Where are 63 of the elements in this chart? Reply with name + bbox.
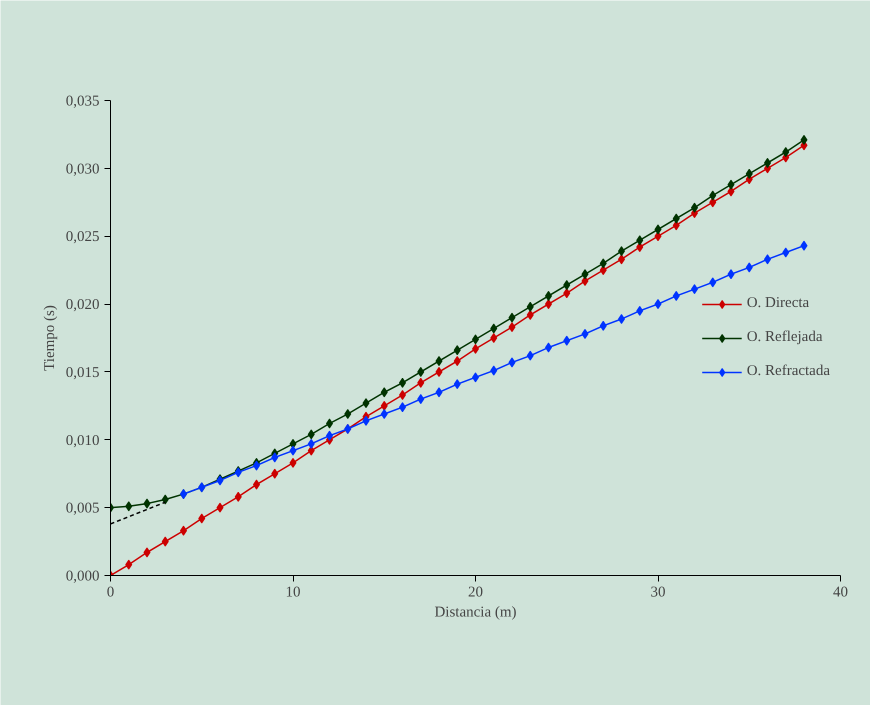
point <box>380 387 388 398</box>
y-tick-label: 0,020 <box>66 297 100 314</box>
point <box>344 409 352 419</box>
point <box>636 235 644 246</box>
point <box>526 350 534 361</box>
x-axis-title: Distancia (m) <box>434 604 517 620</box>
point <box>490 333 498 343</box>
x-tick-label: 0 <box>106 584 114 600</box>
point <box>600 258 607 268</box>
point <box>326 418 333 428</box>
x-tick-label: 20 <box>468 584 483 600</box>
legend-label: O. Reflejada <box>746 329 823 346</box>
x-tick-label: 10 <box>286 584 300 600</box>
point <box>234 492 242 502</box>
y-tick-label: 0,015 <box>66 364 100 381</box>
point <box>271 468 278 479</box>
y-tick-label: 0,005 <box>66 500 100 517</box>
point <box>380 400 388 411</box>
point <box>746 262 753 272</box>
point <box>399 390 406 400</box>
point <box>600 320 607 331</box>
point <box>417 378 424 388</box>
y-tick-label: 0,030 <box>66 161 100 178</box>
point <box>308 429 315 440</box>
point <box>545 342 552 352</box>
point <box>672 214 680 224</box>
point <box>563 288 570 298</box>
y-tick-label: 0,000 <box>66 568 100 584</box>
point <box>782 147 790 158</box>
point <box>125 501 132 512</box>
point <box>563 336 570 346</box>
point <box>618 314 625 324</box>
point <box>380 409 388 419</box>
point <box>490 324 498 334</box>
y-axis-title: Tiempo (s) <box>42 305 58 371</box>
point <box>526 310 534 320</box>
point <box>271 452 278 462</box>
point <box>709 190 716 200</box>
point <box>454 379 461 390</box>
legend-label: O. Directa <box>746 295 810 312</box>
point <box>563 280 570 290</box>
point <box>308 438 315 449</box>
point <box>672 290 680 301</box>
point <box>490 366 498 376</box>
point <box>636 306 644 316</box>
x-tick-label: 40 <box>833 584 848 600</box>
y-tick-label: 0,035 <box>66 94 100 110</box>
point <box>782 248 790 258</box>
point <box>198 514 206 524</box>
point <box>162 536 169 547</box>
point <box>526 302 534 312</box>
y-tick-label: 0,025 <box>66 229 100 246</box>
point <box>454 356 461 366</box>
point <box>417 366 424 377</box>
point <box>746 168 753 179</box>
x-tick-label: 30 <box>650 584 666 600</box>
point <box>454 345 461 356</box>
y-tick-label: 0,010 <box>66 432 100 449</box>
point <box>162 494 169 504</box>
legend-label: O. Refractada <box>746 363 830 380</box>
point <box>125 560 132 570</box>
point <box>709 277 716 288</box>
point <box>417 394 424 404</box>
